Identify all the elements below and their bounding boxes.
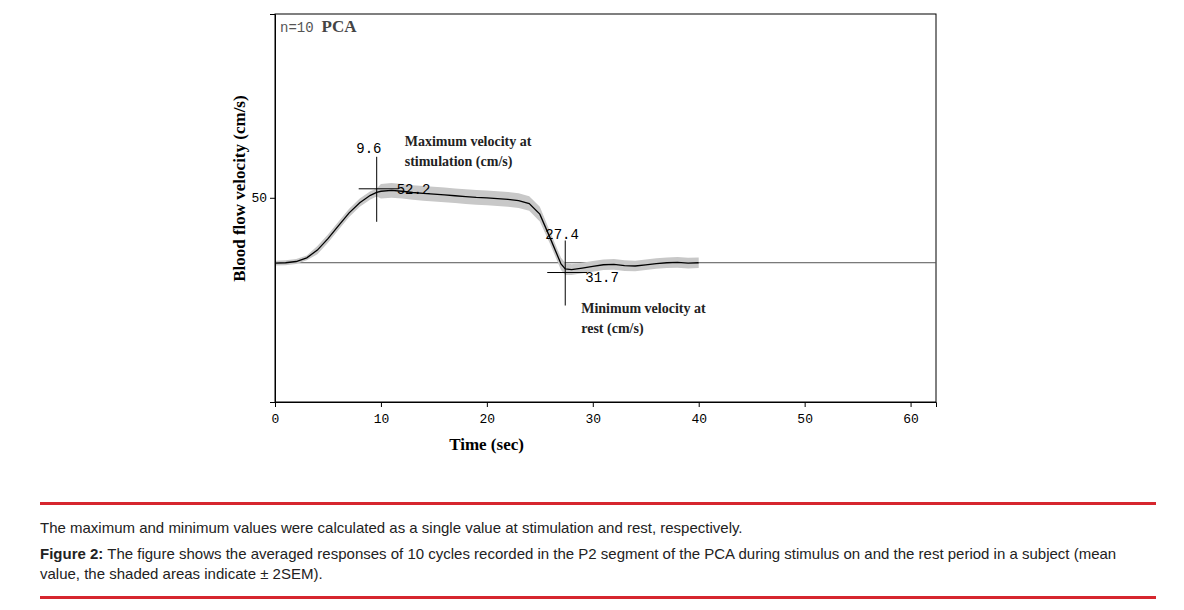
subtitle: n=10: [280, 20, 314, 36]
x-tick-label: 10: [374, 412, 390, 427]
y-axis: 50: [251, 15, 275, 403]
title: PCA: [322, 17, 358, 36]
marker-y-label: 52.2: [397, 182, 431, 198]
y-axis-title: Blood flow velocity (cm/s): [230, 95, 249, 282]
x-axis-title: Time (sec): [449, 435, 524, 454]
x-tick: 30: [585, 402, 601, 427]
x-axis: 0 10 20 30 40 50 60: [272, 402, 937, 427]
annotations: 9.6 52.2 Maximum velocity at stimulation (c…: [356, 134, 706, 337]
x-axis-line: [276, 403, 937, 408]
x-tick: 10: [374, 402, 390, 427]
x-tick-mark: [593, 402, 594, 407]
marker-hline: [359, 188, 399, 189]
x-tick-label: 40: [691, 412, 707, 427]
mean-line: [275, 190, 699, 269]
marker-description: stimulation (cm/s): [405, 154, 513, 170]
x-tick-mark: [699, 402, 700, 407]
figure-label: Figure 2:: [40, 545, 103, 562]
x-tick-mark: [805, 402, 806, 407]
marker-description: rest (cm/s): [581, 321, 644, 337]
plot-area: 0 10 20 30 40 50 60 50 Time (sec) Blood flow velo…: [230, 14, 937, 454]
plot-frame: [275, 14, 936, 402]
x-tick-label: 60: [903, 412, 919, 427]
x-tick-mark: [487, 402, 488, 407]
data-layer: [275, 183, 936, 275]
sem-band: [275, 183, 699, 275]
y-axis-line: [270, 15, 276, 403]
y-tick-mark: [270, 198, 275, 199]
caption-rule: [40, 502, 1156, 505]
x-tick: 60: [903, 402, 919, 427]
x-tick-label: 50: [797, 412, 813, 427]
chart: 0 10 20 30 40 50 60 50 Time (sec) Blood flow velo…: [0, 0, 1184, 500]
x-tick: 50: [797, 402, 813, 427]
caption-note: The maximum and minimum values were calc…: [40, 518, 1160, 538]
caption-space: [103, 545, 107, 562]
caption-figure: Figure 2: The figure shows the averaged …: [40, 544, 1160, 584]
marker-x-label: 9.6: [356, 141, 381, 157]
title-group: n=10 PCA: [280, 17, 357, 36]
x-tick: 40: [691, 402, 707, 427]
figure-text: The figure shows the averaged responses …: [40, 545, 1116, 582]
x-tick: 0: [272, 402, 280, 427]
x-tick-label: 30: [585, 412, 601, 427]
y-tick-label: 50: [251, 191, 267, 206]
marker-description: Minimum velocity at: [581, 301, 706, 316]
x-tick: 20: [480, 402, 496, 427]
x-tick-label: 20: [480, 412, 496, 427]
x-tick-label: 0: [272, 412, 280, 427]
x-tick-mark: [381, 402, 382, 407]
caption-rule: [40, 596, 1156, 599]
y-tick: 50: [251, 191, 275, 206]
marker-description: Maximum velocity at: [405, 134, 532, 149]
x-tick-mark: [911, 402, 912, 407]
marker-y-label: 31.7: [585, 270, 619, 286]
marker-hline: [547, 272, 587, 273]
marker-x-label: 27.4: [545, 227, 579, 243]
